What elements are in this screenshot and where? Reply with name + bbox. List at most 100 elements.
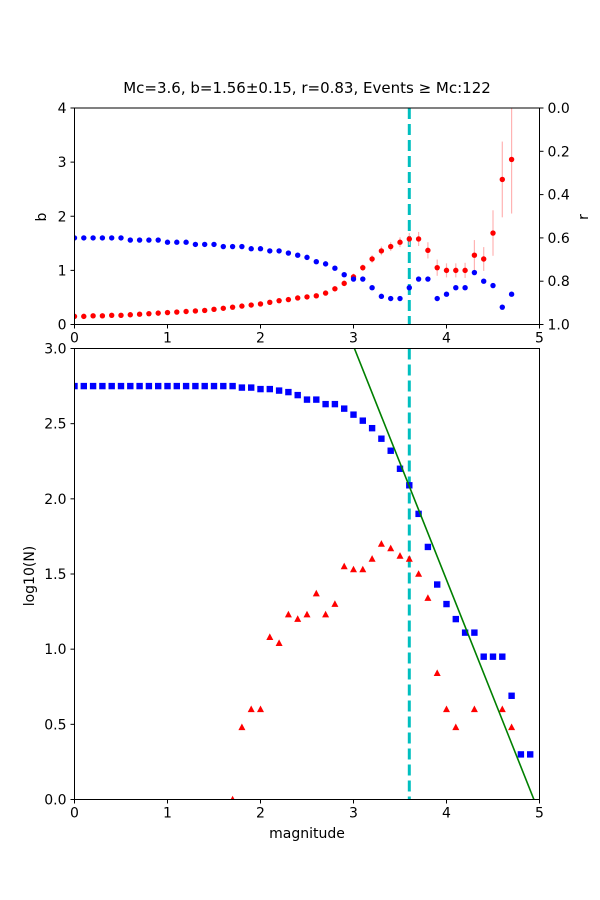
data-point — [173, 382, 180, 390]
data-point — [443, 291, 450, 297]
tick-label: 1 — [163, 331, 172, 347]
data-point — [117, 382, 125, 390]
data-point — [508, 291, 515, 297]
data-point — [331, 600, 339, 607]
data-point — [275, 639, 283, 646]
data-point — [257, 705, 264, 713]
data-point — [517, 751, 525, 758]
data-point — [415, 276, 422, 282]
tick-label: 0 — [70, 331, 79, 347]
data-point — [322, 610, 330, 618]
data-point — [183, 239, 189, 245]
data-point — [239, 303, 245, 309]
data-point — [462, 267, 468, 274]
tick-label: 2.0 — [44, 492, 66, 508]
data-point — [396, 552, 404, 559]
data-point — [378, 435, 385, 442]
data-point — [201, 382, 208, 390]
data-point — [471, 269, 478, 276]
data-point — [359, 565, 367, 573]
data-point — [248, 302, 254, 308]
data-point — [434, 295, 440, 302]
data-point — [257, 385, 264, 393]
data-point — [368, 424, 376, 432]
gr-fit-line-path — [353, 348, 535, 800]
data-point — [425, 276, 431, 282]
data-point — [275, 387, 283, 394]
data-point — [247, 705, 255, 713]
data-point — [127, 382, 134, 390]
data-point — [350, 565, 357, 573]
data-point — [118, 235, 124, 241]
x-ticks: 0 1 2 3 4 5 — [70, 799, 544, 822]
data-point — [136, 237, 143, 243]
binned-counts — [230, 540, 516, 800]
tick-label: 2.5 — [44, 417, 66, 433]
data-point — [462, 284, 468, 291]
data-point — [396, 465, 404, 472]
axes-spines — [74, 107, 540, 325]
b-value-series — [74, 108, 515, 320]
data-point — [229, 243, 236, 250]
data-point — [340, 562, 348, 570]
data-point — [461, 629, 469, 636]
gr-fit-line — [353, 348, 535, 800]
y-ticks-left: 0.0 0.5 1.0 1.5 2.0 2.5 3.0 — [44, 342, 75, 809]
plot-title: Mc=3.6, b=1.56±0.15, r=0.83, Events ≥ Mc… — [123, 79, 491, 97]
data-point — [202, 241, 208, 248]
data-point — [238, 723, 246, 731]
data-point — [99, 313, 106, 319]
data-point — [239, 243, 245, 250]
tick-label: 3 — [58, 155, 67, 171]
tick-label: 2 — [256, 806, 265, 822]
data-point — [304, 254, 310, 261]
tick-label: 2 — [256, 331, 265, 347]
tick-label: 0.0 — [548, 101, 570, 117]
data-point — [211, 306, 217, 313]
x-ticks: 0 1 2 3 4 5 — [70, 324, 544, 347]
data-point — [368, 555, 376, 562]
data-point — [211, 241, 217, 248]
tick-label: 1.5 — [44, 567, 66, 583]
tick-label: 1.0 — [44, 642, 66, 658]
data-point — [406, 284, 412, 291]
data-point — [267, 299, 273, 306]
data-point — [471, 252, 478, 258]
data-point — [90, 313, 96, 319]
data-point — [434, 264, 440, 271]
tick-label: 4 — [442, 806, 451, 822]
data-point — [220, 382, 227, 390]
data-point — [127, 312, 133, 318]
data-point — [378, 293, 385, 300]
tick-label: 1 — [58, 263, 67, 279]
tick-label: 0.4 — [548, 188, 570, 204]
data-point — [341, 280, 347, 287]
data-point — [127, 237, 133, 243]
data-point — [499, 304, 505, 310]
data-point — [498, 705, 506, 713]
data-point — [499, 653, 506, 660]
data-point — [182, 382, 190, 390]
data-point — [499, 176, 505, 183]
tick-label: 2 — [58, 209, 67, 225]
data-point — [387, 447, 394, 454]
tick-label: 3 — [349, 331, 358, 347]
data-point — [424, 594, 432, 601]
data-point — [192, 241, 199, 248]
data-point — [174, 239, 180, 245]
data-point — [183, 308, 189, 315]
data-point — [350, 276, 357, 282]
data-point — [387, 544, 395, 552]
data-point — [397, 295, 403, 302]
data-point — [266, 385, 273, 393]
axes-0: 0 1 2 3 4 5 0 1 2 3 4 0.0 0.2 0.4 0.6 0.8 1.0 — [58, 101, 570, 347]
data-point — [81, 313, 87, 320]
data-point — [377, 540, 385, 547]
data-point — [415, 570, 423, 577]
data-point — [508, 156, 515, 163]
data-point — [331, 400, 339, 408]
data-point — [164, 382, 171, 390]
data-point — [89, 382, 97, 390]
tick-label: 0.2 — [548, 144, 570, 160]
data-point — [146, 310, 152, 317]
